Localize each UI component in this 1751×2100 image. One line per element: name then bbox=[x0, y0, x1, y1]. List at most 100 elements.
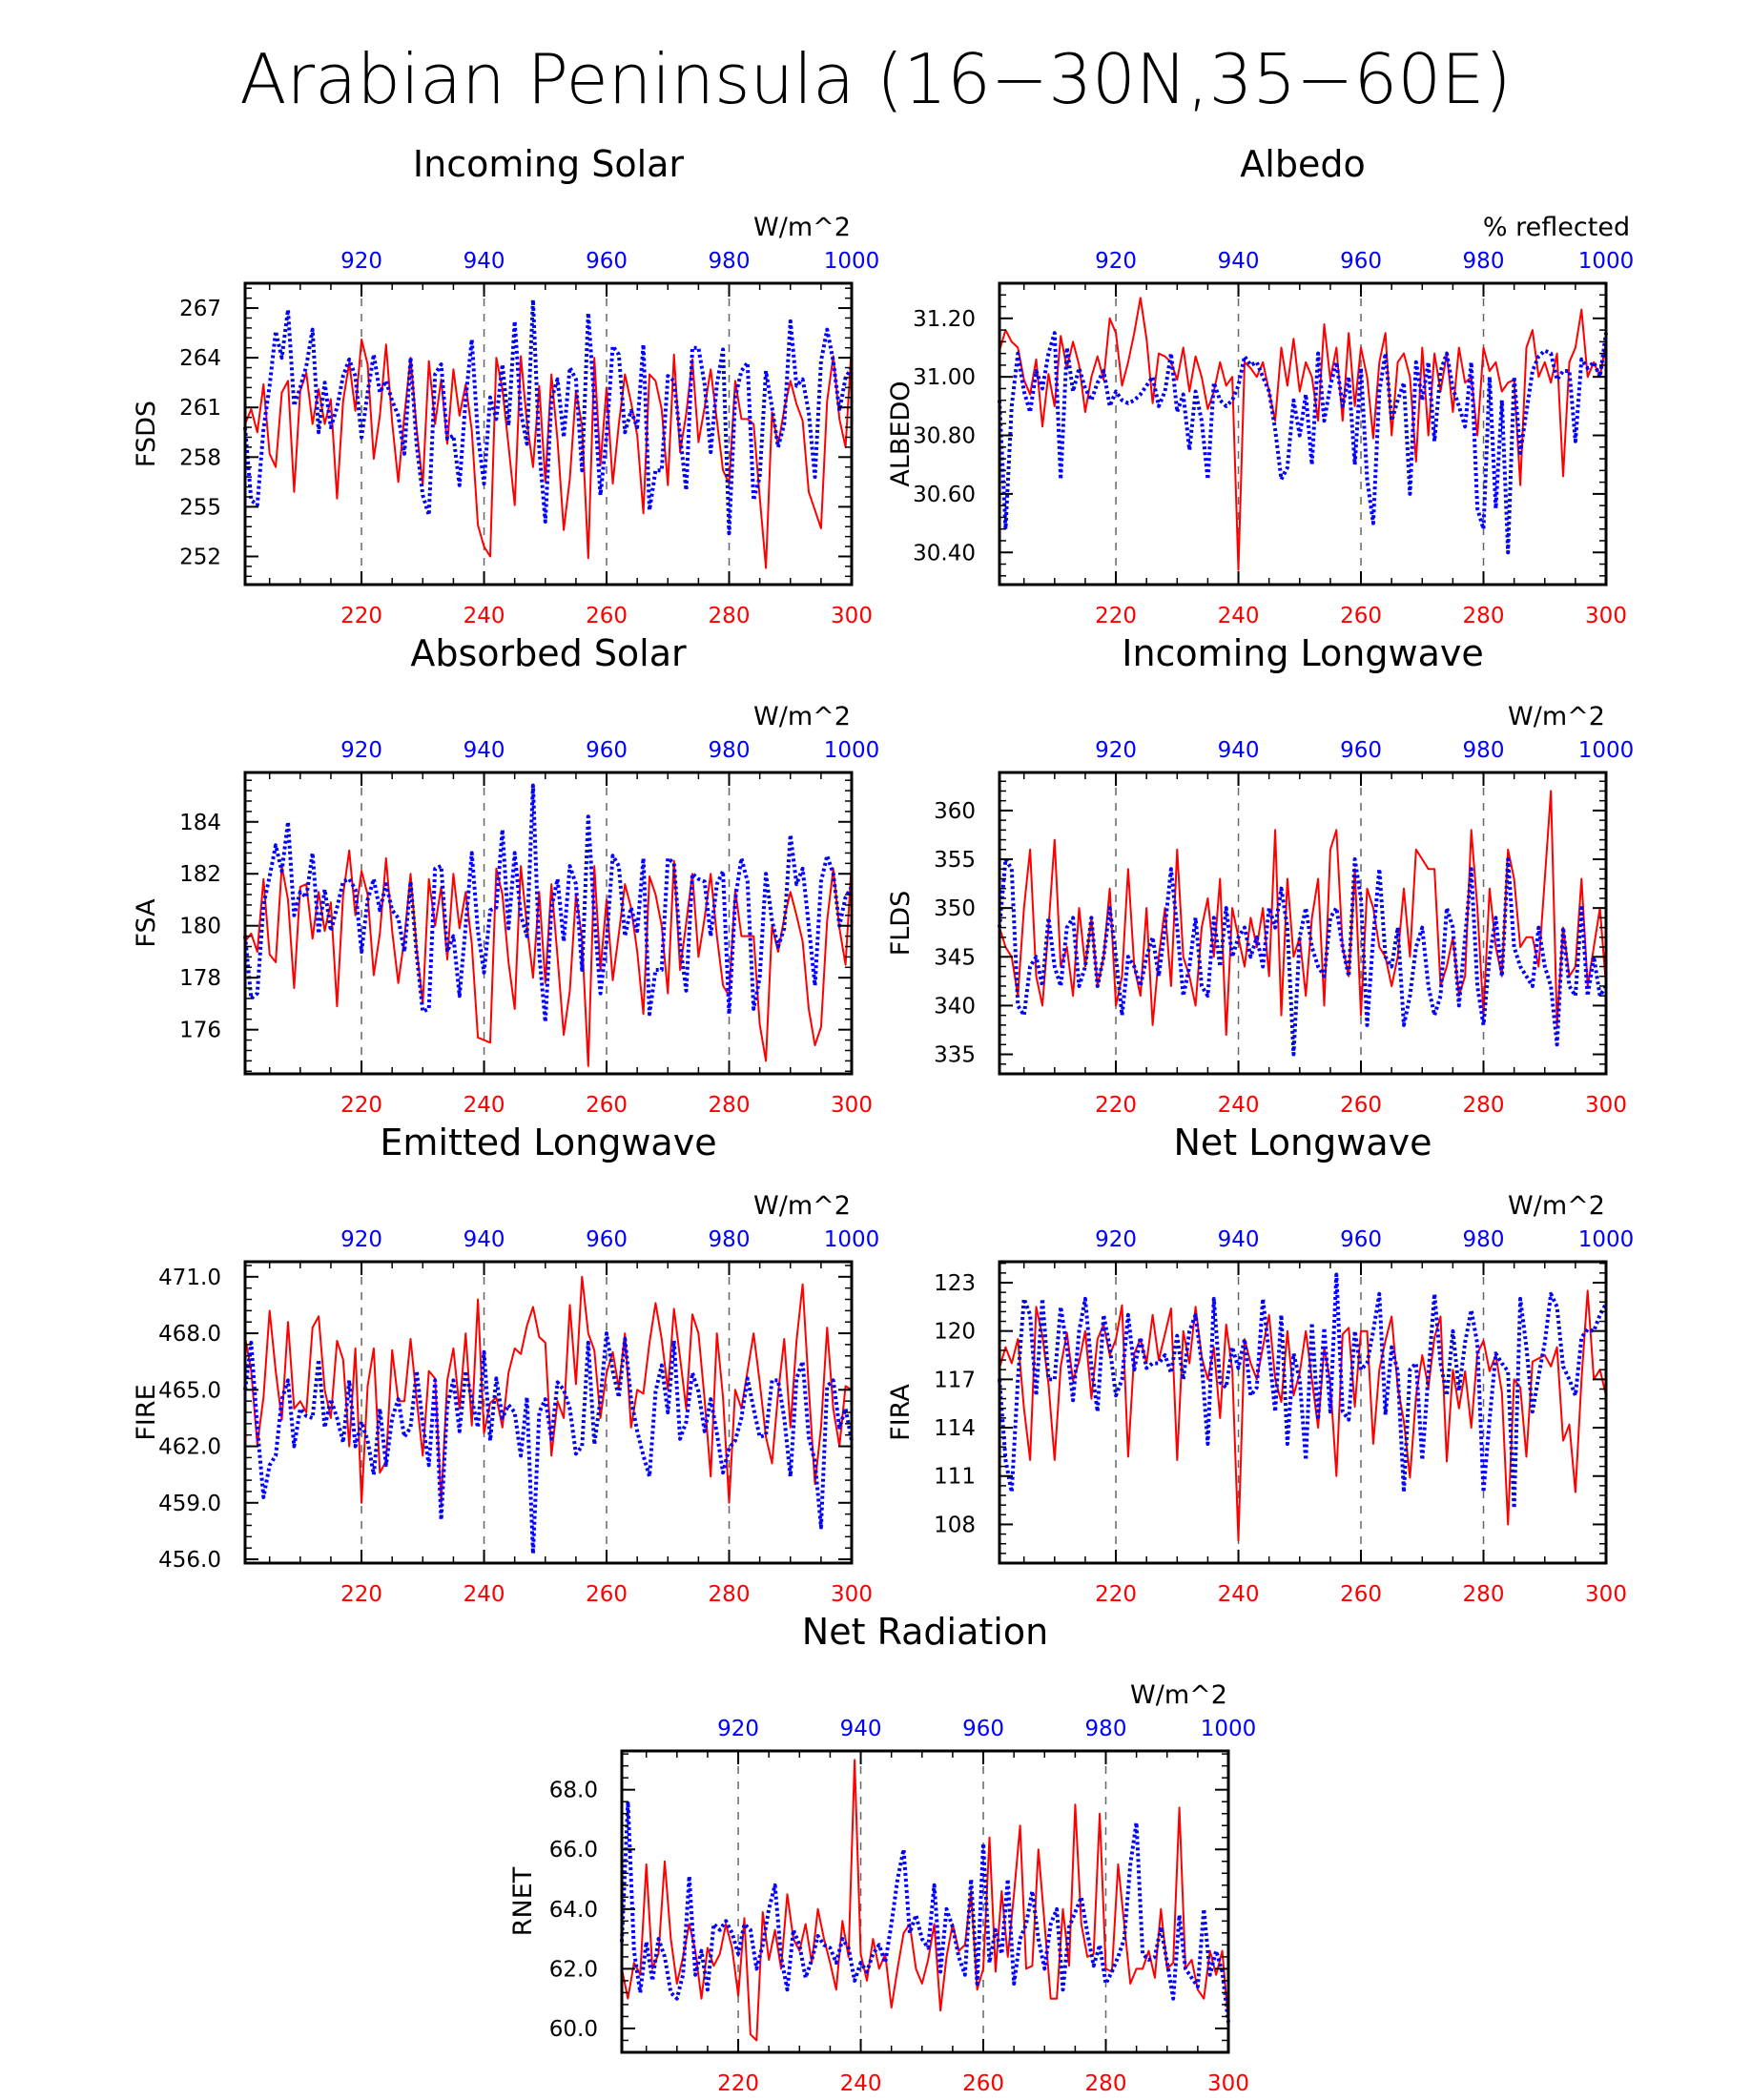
x-tick-label-top: 940 bbox=[840, 1717, 882, 1741]
x-tick-label-bottom: 240 bbox=[840, 2071, 882, 2096]
plot-frame bbox=[243, 281, 854, 587]
x-tick-label-top: 1000 bbox=[1201, 1717, 1257, 1741]
x-tick-label-bottom: 260 bbox=[1340, 1093, 1382, 1118]
series-line-dotted bbox=[243, 298, 854, 536]
series-line-dotted bbox=[243, 783, 854, 1024]
x-tick-label-top: 960 bbox=[1340, 1227, 1382, 1252]
y-tick-label: 68.0 bbox=[549, 1779, 598, 1803]
y-tick-label: 252 bbox=[179, 545, 221, 569]
y-tick-label: 30.40 bbox=[913, 541, 976, 566]
panels: Incoming Solar W/m^2 FSDS 252 255 258 261 264 26… bbox=[132, 143, 1634, 2096]
x-tick-label-bottom: 300 bbox=[1585, 1582, 1627, 1607]
x-tick-label-top: 1000 bbox=[1578, 738, 1635, 763]
x-tick-label-top: 980 bbox=[709, 249, 751, 274]
x-tick-label-top: 1000 bbox=[1578, 249, 1635, 274]
x-tick-label-bottom: 280 bbox=[709, 604, 751, 628]
y-tick-label: 267 bbox=[179, 297, 221, 321]
y-tick-label: 468.0 bbox=[158, 1322, 221, 1347]
x-tick-label-bottom: 300 bbox=[831, 604, 873, 628]
series-line-solid bbox=[999, 1289, 1607, 1542]
y-tick-label: 340 bbox=[934, 994, 976, 1019]
y-tick-label: 176 bbox=[179, 1019, 221, 1043]
plot-frame bbox=[998, 1260, 1608, 1565]
x-tick-label-top: 920 bbox=[1095, 738, 1137, 763]
panel-title: Albedo bbox=[1240, 143, 1365, 185]
units-label: W/m^2 bbox=[1508, 1191, 1605, 1221]
x-tick-label-bottom: 260 bbox=[586, 1582, 628, 1607]
x-tick-label-bottom: 220 bbox=[1095, 1582, 1137, 1607]
x-tick-label-bottom: 220 bbox=[1095, 604, 1137, 628]
y-tick-label: 108 bbox=[934, 1513, 976, 1537]
x-tick-label-top: 920 bbox=[340, 249, 382, 274]
series-line-solid bbox=[999, 790, 1607, 1037]
y-tick-label: 114 bbox=[934, 1416, 976, 1441]
x-tick-label-bottom: 220 bbox=[340, 604, 382, 628]
series-line-solid bbox=[999, 297, 1607, 571]
x-tick-label-top: 940 bbox=[464, 738, 505, 763]
x-tick-label-bottom: 240 bbox=[464, 1093, 505, 1118]
x-tick-label-top: 940 bbox=[1218, 1227, 1260, 1252]
y-tick-label: 66.0 bbox=[549, 1838, 598, 1863]
series-line-dotted bbox=[998, 331, 1608, 555]
y-tick-label: 182 bbox=[179, 862, 221, 887]
y-tick-label: 30.60 bbox=[913, 483, 976, 507]
y-tick-label: 180 bbox=[179, 915, 221, 939]
chart-panel-5: Emitted Longwave W/m^2 FIRE 456.0 459.0 462.0… bbox=[132, 1122, 879, 1607]
plot-frame bbox=[243, 771, 854, 1076]
x-tick-label-top: 1000 bbox=[824, 249, 880, 274]
x-tick-label-top: 980 bbox=[1085, 1717, 1127, 1741]
x-tick-label-top: 960 bbox=[1340, 249, 1382, 274]
x-tick-label-bottom: 260 bbox=[586, 604, 628, 628]
x-tick-label-top: 960 bbox=[586, 1227, 628, 1252]
x-tick-label-bottom: 260 bbox=[586, 1093, 628, 1118]
y-tick-label: 355 bbox=[934, 848, 976, 873]
series-line-solid bbox=[244, 1275, 853, 1504]
y-tick-label: 31.20 bbox=[913, 307, 976, 332]
x-tick-label-top: 1000 bbox=[824, 738, 880, 763]
y-tick-label: 459.0 bbox=[158, 1492, 221, 1516]
y-axis-label: ALBEDO bbox=[886, 381, 916, 486]
chart-panel-6: Net Longwave W/m^2 FIRA 108 111 114 117 120 123 2… bbox=[886, 1122, 1634, 1607]
x-tick-label-bottom: 240 bbox=[1218, 1093, 1260, 1118]
x-tick-label-bottom: 220 bbox=[717, 2071, 759, 2096]
series-line-solid bbox=[244, 339, 853, 569]
x-tick-label-bottom: 220 bbox=[1095, 1093, 1137, 1118]
x-tick-label-top: 920 bbox=[340, 1227, 382, 1252]
units-label: W/m^2 bbox=[1130, 1680, 1227, 1710]
plot-frame bbox=[998, 281, 1608, 587]
y-axis-label: FSA bbox=[132, 898, 161, 948]
x-tick-label-bottom: 240 bbox=[464, 1582, 505, 1607]
x-tick-label-bottom: 240 bbox=[1218, 1582, 1260, 1607]
y-tick-label: 350 bbox=[934, 896, 976, 921]
panel-title: Incoming Longwave bbox=[1122, 632, 1483, 674]
chart-panel-7: Net Radiation W/m^2 RNET 60.0 62.0 64.0 66.0 68… bbox=[508, 1611, 1256, 2096]
y-tick-label: 123 bbox=[934, 1271, 976, 1296]
x-tick-label-bottom: 300 bbox=[1585, 1093, 1627, 1118]
x-tick-label-top: 980 bbox=[709, 1227, 751, 1252]
x-tick-label-top: 920 bbox=[1095, 1227, 1137, 1252]
x-tick-label-bottom: 260 bbox=[962, 2071, 1004, 2096]
x-tick-label-top: 940 bbox=[1218, 738, 1260, 763]
y-tick-label: 261 bbox=[179, 396, 221, 421]
x-tick-label-top: 960 bbox=[586, 738, 628, 763]
x-tick-label-bottom: 300 bbox=[831, 1093, 873, 1118]
x-tick-label-top: 980 bbox=[709, 738, 751, 763]
chart-panel-3: Absorbed Solar W/m^2 FSA 176 178 180 182 184 220… bbox=[132, 632, 879, 1118]
x-tick-label-bottom: 300 bbox=[831, 1582, 873, 1607]
figure-title: Arabian Peninsula (16−30N,35−60E) bbox=[239, 39, 1511, 119]
plot-frame bbox=[620, 1749, 1230, 2054]
series-line-dotted bbox=[243, 1331, 854, 1556]
units-label: W/m^2 bbox=[753, 1191, 851, 1221]
x-tick-label-top: 980 bbox=[1463, 249, 1505, 274]
y-tick-label: 64.0 bbox=[549, 1898, 598, 1923]
y-tick-label: 117 bbox=[934, 1368, 976, 1392]
x-tick-label-top: 940 bbox=[464, 1227, 505, 1252]
y-tick-label: 345 bbox=[934, 945, 976, 970]
x-tick-label-bottom: 300 bbox=[1207, 2071, 1249, 2096]
y-axis-label: FSDS bbox=[132, 401, 161, 467]
units-label: W/m^2 bbox=[1508, 702, 1605, 731]
y-axis-label: FLDS bbox=[886, 891, 916, 957]
y-tick-label: 360 bbox=[934, 799, 976, 824]
x-tick-label-bottom: 280 bbox=[1463, 1582, 1505, 1607]
panel-title: Incoming Solar bbox=[413, 143, 685, 185]
